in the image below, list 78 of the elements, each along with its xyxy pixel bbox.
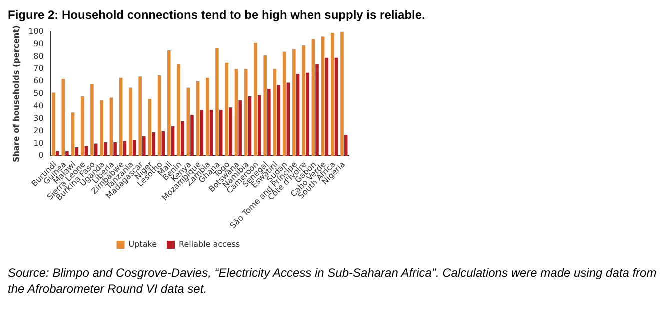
legend-label: Reliable access: [179, 240, 240, 250]
bar: [210, 110, 214, 156]
y-tick-label: 0: [38, 151, 44, 160]
bar: [277, 85, 280, 156]
bar: [286, 82, 290, 156]
y-tick-label: 50: [34, 89, 44, 98]
bar: [244, 69, 248, 156]
bar: [273, 69, 277, 156]
bar: [196, 82, 200, 156]
bar: [119, 78, 123, 156]
bar: [84, 146, 88, 156]
bar: [321, 36, 325, 156]
bar: [238, 100, 242, 156]
y-tick-label: 60: [34, 76, 44, 86]
bar: [302, 45, 306, 156]
bar: [142, 136, 146, 156]
bar: [331, 33, 334, 156]
bar: [114, 142, 117, 156]
bar: [282, 52, 286, 156]
y-tick-label: 40: [34, 101, 44, 110]
bar: [110, 98, 114, 156]
bar: [306, 72, 310, 156]
bar: [264, 55, 267, 156]
bar: [186, 88, 190, 156]
bar: [216, 48, 219, 156]
bar: [56, 151, 60, 156]
y-tick-label: 20: [34, 126, 44, 136]
bar: [258, 95, 262, 156]
bar: [312, 39, 316, 156]
bar: [296, 74, 300, 156]
y-tick-label: 10: [34, 138, 44, 148]
bar: [132, 140, 136, 156]
bar: [66, 151, 69, 156]
bar: [340, 32, 344, 156]
bar: [225, 62, 228, 156]
bar: [325, 58, 329, 156]
bar: [148, 98, 152, 156]
bar: [90, 84, 94, 156]
chart-title: Figure 2: Household connections tend to be high when supply is reliable.: [8, 8, 426, 22]
y-tick-label: 30: [34, 114, 44, 123]
bar: [254, 42, 258, 156]
bar: [158, 75, 162, 156]
bar: [200, 110, 204, 156]
bar: [334, 58, 338, 156]
bar: [229, 108, 232, 156]
bar: [52, 92, 56, 156]
bar: [344, 135, 348, 156]
bar: [177, 64, 180, 156]
bar: [171, 126, 175, 156]
bar: [292, 49, 296, 156]
bar: [100, 100, 104, 156]
y-tick-label: 90: [34, 39, 44, 48]
bar: [62, 79, 66, 156]
bar: [162, 131, 166, 156]
y-tick-label: 100: [28, 26, 44, 36]
source-note: Source: Blimpo and Cosgrove-Davies, “Electricity Access in Sub-Saharan Africa”. Calculations were made using data from the Afrobarometer Round VI data set.: [8, 265, 658, 297]
y-tick-label: 80: [34, 52, 44, 61]
bar: [80, 96, 84, 156]
bar: [180, 121, 184, 156]
bar: [138, 76, 142, 156]
bar: [190, 115, 194, 156]
bar: [129, 88, 132, 156]
y-tick-label: 70: [34, 64, 44, 74]
bar: [219, 110, 223, 156]
bar: [316, 64, 319, 156]
bar: [104, 142, 108, 156]
bar: [75, 147, 78, 156]
y-axis-title: Share of households (percent): [12, 25, 21, 163]
legend-label: Uptake: [128, 240, 158, 250]
bar: [123, 141, 127, 156]
bar: [268, 89, 271, 156]
bar: [94, 144, 98, 156]
bar: [248, 96, 252, 156]
bar: [152, 132, 156, 156]
bar: [206, 78, 210, 156]
bar: [234, 69, 238, 156]
bar: [168, 50, 171, 156]
bar: [71, 112, 75, 156]
